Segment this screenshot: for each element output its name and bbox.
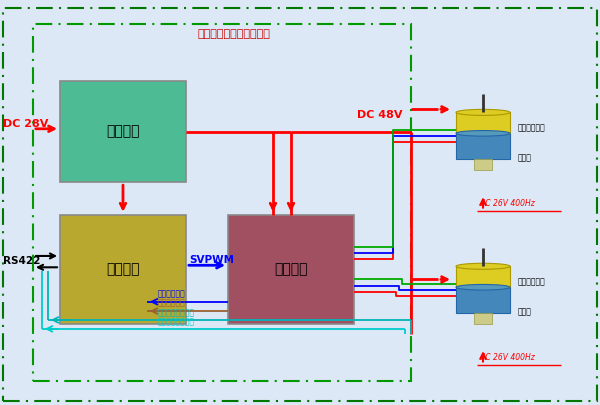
Text: 直流无刷电机驱动控制器: 直流无刷电机驱动控制器 bbox=[197, 30, 271, 39]
Bar bbox=[473, 313, 493, 324]
Bar bbox=[456, 287, 510, 313]
Text: 传感器: 传感器 bbox=[518, 153, 532, 162]
Bar bbox=[60, 81, 186, 182]
Bar bbox=[33, 24, 411, 381]
Ellipse shape bbox=[456, 130, 510, 136]
Bar bbox=[473, 159, 493, 170]
Bar bbox=[456, 133, 510, 159]
Text: 传感器: 传感器 bbox=[518, 307, 532, 316]
Text: AC 26V 400Hz: AC 26V 400Hz bbox=[480, 199, 535, 208]
Text: AC 26V 400Hz: AC 26V 400Hz bbox=[480, 353, 535, 362]
Text: DC 48V: DC 48V bbox=[357, 111, 403, 120]
Text: 直流无刷电机: 直流无刷电机 bbox=[518, 277, 545, 286]
Text: 电流采集反馈: 电流采集反馈 bbox=[157, 290, 185, 298]
Text: SVPWM: SVPWM bbox=[189, 255, 234, 265]
Ellipse shape bbox=[456, 284, 510, 290]
Text: 控制模块: 控制模块 bbox=[106, 262, 140, 276]
Ellipse shape bbox=[456, 109, 510, 115]
Text: 驱动模块: 驱动模块 bbox=[274, 262, 308, 276]
Text: 直流无刷电机: 直流无刷电机 bbox=[518, 123, 545, 132]
Bar bbox=[456, 266, 510, 287]
Bar bbox=[456, 112, 510, 133]
Text: 故障信息反馈: 故障信息反馈 bbox=[157, 299, 185, 308]
Bar bbox=[60, 215, 186, 324]
Text: RS422: RS422 bbox=[3, 256, 40, 266]
Bar bbox=[228, 215, 354, 324]
Text: 俯仰位置和角速度: 俯仰位置和角速度 bbox=[157, 318, 194, 326]
Text: 方位位置和角速度: 方位位置和角速度 bbox=[157, 309, 194, 318]
Ellipse shape bbox=[456, 263, 510, 269]
Text: DC 28V: DC 28V bbox=[3, 119, 49, 128]
Text: 电源模块: 电源模块 bbox=[106, 125, 140, 139]
